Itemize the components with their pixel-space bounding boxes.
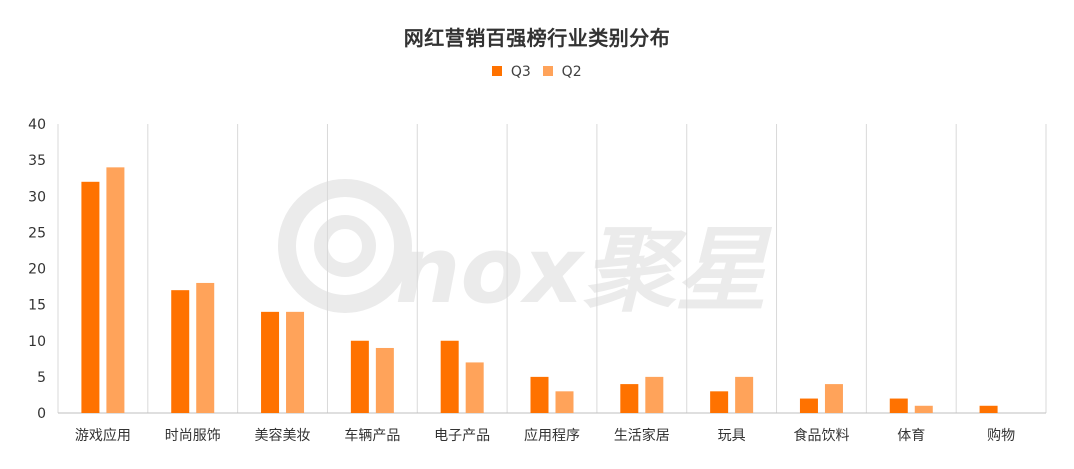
bar-q3-3	[350, 340, 369, 413]
legend-swatch-q2	[543, 66, 554, 76]
bar-q3-8	[799, 398, 818, 413]
bar-q2-7	[735, 376, 754, 413]
bar-q3-0	[81, 181, 100, 413]
bar-q3-1	[171, 290, 190, 413]
y-tick-label: 20	[28, 262, 46, 278]
svg-text:nox聚星: nox聚星	[395, 217, 773, 324]
x-tick-label: 生活家居	[614, 427, 670, 444]
bar-q3-5	[530, 376, 549, 413]
y-tick-label: 30	[28, 189, 46, 205]
bar-q2-3	[375, 347, 394, 413]
x-tick-label: 食品饮料	[793, 427, 849, 444]
bar-q2-2	[286, 311, 305, 413]
legend-label-q3: Q3	[510, 64, 531, 80]
y-tick-label: 0	[37, 406, 46, 422]
y-tick-label: 5	[37, 370, 46, 386]
legend-label-q2: Q2	[561, 64, 582, 80]
x-tick-label: 电子产品	[434, 428, 490, 444]
bar-q2-4	[465, 362, 484, 413]
x-axis: 游戏应用 时尚服饰 美容美妆 车辆产品 电子产品 应用程序 生活家居 玩具 食品饮料 体育 购物	[75, 427, 1015, 444]
y-tick-label: 35	[28, 153, 46, 169]
x-tick-label: 美容美妆	[255, 427, 311, 444]
bar-q2-0	[106, 167, 125, 413]
x-tick-label: 体育	[897, 428, 925, 444]
legend-swatch-q3	[492, 66, 503, 76]
y-tick-label: 25	[28, 225, 46, 241]
x-tick-label: 购物	[987, 428, 1015, 444]
bar-q3-2	[261, 311, 280, 413]
bar-q2-6	[645, 376, 664, 413]
y-tick-label: 40	[28, 117, 46, 133]
grid-layer	[57, 124, 1047, 414]
x-tick-label: 时尚服饰	[165, 428, 221, 444]
legend-item-q3: Q3	[492, 64, 531, 80]
x-tick-label: 玩具	[718, 428, 746, 444]
bar-q3-7	[710, 391, 729, 413]
bar-q3-9	[889, 398, 908, 413]
bar-q2-8	[824, 384, 843, 413]
x-tick-label: 应用程序	[524, 427, 580, 444]
x-tick-label: 游戏应用	[75, 427, 131, 444]
y-tick-label: 15	[28, 298, 46, 314]
legend-item-q2: Q2	[543, 64, 582, 80]
y-axis: 0 5 10 15 20 25 30 35 40	[28, 117, 46, 422]
bars-layer	[81, 167, 998, 413]
bar-q2-9	[914, 405, 933, 413]
x-tick-label: 车辆产品	[344, 427, 400, 444]
y-tick-label: 10	[28, 334, 46, 350]
bar-q2-5	[555, 391, 574, 413]
bar-q3-10	[979, 405, 998, 413]
watermark-logo: nox聚星	[278, 179, 773, 324]
chart-title: 网红营销百强榜行业类别分布	[403, 26, 671, 50]
bar-q2-1	[196, 282, 215, 413]
legend: Q3 Q2	[0, 64, 1074, 80]
bar-q3-6	[620, 384, 639, 413]
bar-q3-4	[440, 340, 459, 413]
